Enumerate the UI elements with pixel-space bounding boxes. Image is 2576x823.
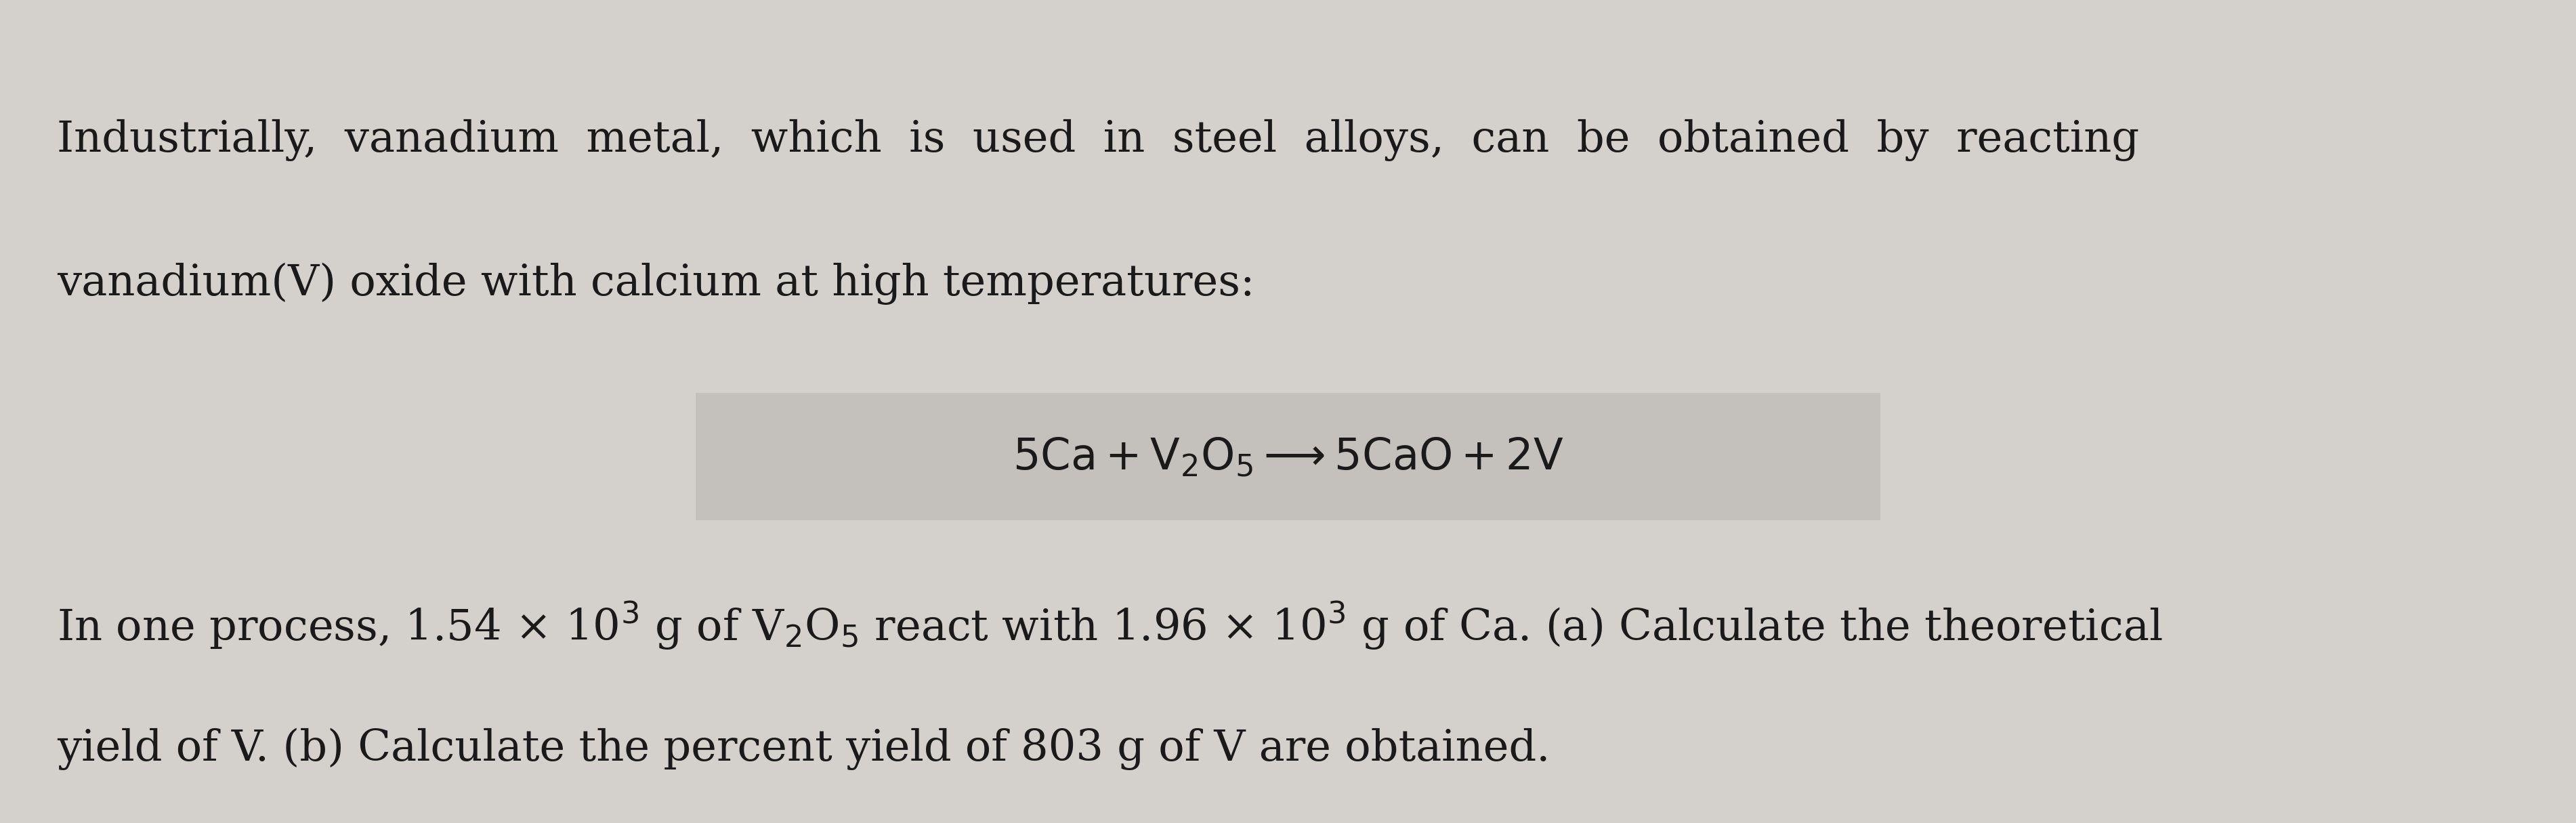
Text: In one process, 1.54 × 10$^3$ g of V$_2$O$_5$ react with 1.96 × 10$^3$ g of Ca. : In one process, 1.54 × 10$^3$ g of V$_2$… <box>57 599 2161 652</box>
Text: $5\mathrm{Ca} + \mathrm{V}_2\mathrm{O}_5 \longrightarrow 5\mathrm{CaO} + 2\mathr: $5\mathrm{Ca} + \mathrm{V}_2\mathrm{O}_5… <box>1012 435 1564 478</box>
FancyBboxPatch shape <box>696 393 1880 521</box>
Text: Industrially,  vanadium  metal,  which  is  used  in  steel  alloys,  can  be  o: Industrially, vanadium metal, which is u… <box>57 119 2138 161</box>
Text: yield of V. (b) Calculate the percent yield of 803 g of V are obtained.: yield of V. (b) Calculate the percent yi… <box>57 728 1551 770</box>
Text: vanadium(V) oxide with calcium at high temperatures:: vanadium(V) oxide with calcium at high t… <box>57 263 1255 305</box>
